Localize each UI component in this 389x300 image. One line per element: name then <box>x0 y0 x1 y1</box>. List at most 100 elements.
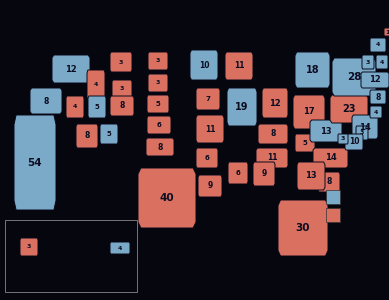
Polygon shape <box>198 175 222 197</box>
Polygon shape <box>148 74 168 92</box>
Text: 4: 4 <box>94 82 98 88</box>
Text: 5: 5 <box>95 104 99 110</box>
Text: 6: 6 <box>157 122 161 128</box>
Text: 23: 23 <box>342 104 356 114</box>
Polygon shape <box>295 134 315 152</box>
Text: 8: 8 <box>270 130 276 139</box>
Text: 12: 12 <box>65 64 77 74</box>
Text: 40: 40 <box>160 193 174 203</box>
Bar <box>5 220 137 292</box>
Polygon shape <box>338 134 348 144</box>
Polygon shape <box>30 88 62 114</box>
Polygon shape <box>148 52 168 70</box>
Polygon shape <box>253 162 275 186</box>
Polygon shape <box>66 96 84 118</box>
Text: 4: 4 <box>118 245 122 250</box>
Text: 12: 12 <box>269 98 281 107</box>
Polygon shape <box>278 200 328 256</box>
Text: 3: 3 <box>341 136 345 142</box>
Text: 11: 11 <box>267 154 277 163</box>
Polygon shape <box>356 126 368 140</box>
Polygon shape <box>76 124 98 148</box>
Polygon shape <box>376 55 388 69</box>
Text: 11: 11 <box>205 124 215 134</box>
Text: 18: 18 <box>306 65 319 75</box>
Polygon shape <box>345 134 363 150</box>
Bar <box>326 208 340 222</box>
Text: 3: 3 <box>360 130 364 136</box>
Polygon shape <box>370 90 386 104</box>
Polygon shape <box>293 95 325 129</box>
Text: 14: 14 <box>359 122 371 131</box>
Polygon shape <box>112 80 132 98</box>
Polygon shape <box>138 168 196 228</box>
Text: 6: 6 <box>205 155 209 161</box>
Text: 5: 5 <box>156 101 160 107</box>
Polygon shape <box>258 124 288 144</box>
Polygon shape <box>362 55 374 69</box>
Polygon shape <box>110 96 134 116</box>
Polygon shape <box>313 148 348 168</box>
Polygon shape <box>228 162 248 184</box>
Text: 10: 10 <box>199 61 209 70</box>
Text: 8: 8 <box>119 101 125 110</box>
Polygon shape <box>146 138 174 156</box>
Text: 3: 3 <box>27 244 31 250</box>
Polygon shape <box>318 172 340 192</box>
Text: 8: 8 <box>43 97 49 106</box>
Polygon shape <box>297 162 325 190</box>
Text: 7: 7 <box>205 96 210 102</box>
Polygon shape <box>384 28 389 36</box>
Polygon shape <box>332 58 376 96</box>
Polygon shape <box>147 95 169 113</box>
Text: 4: 4 <box>374 110 378 115</box>
Text: 4: 4 <box>380 59 384 64</box>
Polygon shape <box>14 115 56 210</box>
Polygon shape <box>20 238 38 256</box>
Polygon shape <box>310 120 342 142</box>
Text: 3: 3 <box>120 86 124 92</box>
Text: 4: 4 <box>73 104 77 110</box>
Text: 14: 14 <box>325 154 336 163</box>
Text: 13: 13 <box>305 172 317 181</box>
Polygon shape <box>225 52 253 80</box>
Text: 8: 8 <box>84 131 90 140</box>
Text: 8: 8 <box>326 178 332 187</box>
Text: 11: 11 <box>234 61 244 70</box>
Polygon shape <box>190 50 218 80</box>
Text: 9: 9 <box>261 169 266 178</box>
Text: 13: 13 <box>320 127 332 136</box>
Text: 12: 12 <box>369 76 381 85</box>
Polygon shape <box>256 148 288 168</box>
Text: 5: 5 <box>107 131 111 137</box>
Polygon shape <box>196 148 218 168</box>
Text: 8: 8 <box>157 142 163 152</box>
Polygon shape <box>370 106 382 118</box>
Text: 5: 5 <box>303 140 307 146</box>
Polygon shape <box>110 52 132 72</box>
Polygon shape <box>330 95 368 123</box>
Polygon shape <box>52 55 90 83</box>
Polygon shape <box>147 116 171 134</box>
Text: 3: 3 <box>366 59 370 64</box>
Polygon shape <box>262 88 288 118</box>
Text: 54: 54 <box>28 158 42 167</box>
Text: 1: 1 <box>386 29 389 34</box>
Text: 28: 28 <box>347 72 361 82</box>
Polygon shape <box>295 52 330 88</box>
Text: 3: 3 <box>156 58 160 64</box>
Polygon shape <box>370 38 386 52</box>
Text: 3: 3 <box>156 80 160 86</box>
Polygon shape <box>196 88 220 110</box>
Text: 19: 19 <box>235 102 249 112</box>
Polygon shape <box>196 115 224 143</box>
Text: 10: 10 <box>349 137 359 146</box>
Text: 9: 9 <box>207 182 213 190</box>
Bar <box>326 190 340 204</box>
Text: 30: 30 <box>296 223 310 233</box>
Text: 6: 6 <box>236 170 240 176</box>
Text: 8: 8 <box>375 92 381 101</box>
Polygon shape <box>352 115 378 139</box>
Text: 3: 3 <box>119 59 123 64</box>
Polygon shape <box>87 70 105 100</box>
